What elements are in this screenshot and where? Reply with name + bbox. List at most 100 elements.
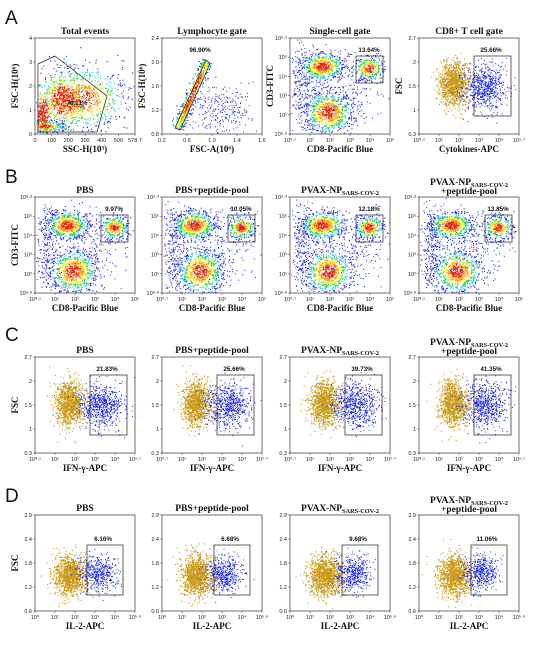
x-axis-label: IL-2-APC bbox=[193, 621, 232, 631]
event-dot bbox=[187, 105, 188, 106]
panel-title-main: CD8+ T cell gate bbox=[435, 27, 503, 37]
event-dot bbox=[186, 109, 187, 110]
event-dot bbox=[205, 68, 206, 69]
x-tick-label: 10¹ bbox=[306, 457, 314, 463]
event-dot bbox=[200, 78, 201, 79]
y-axis-label: FSC bbox=[394, 77, 404, 94]
x-tick-label: 10⁵ bbox=[386, 137, 394, 144]
event-dot bbox=[203, 62, 204, 63]
y-tick-label: 1 bbox=[284, 427, 287, 433]
event-dot bbox=[187, 117, 188, 118]
panel-title-main: PBS bbox=[76, 186, 93, 196]
x-axis-label: CD8-Pacific Blue bbox=[436, 303, 502, 313]
event-dot bbox=[182, 129, 183, 130]
y-tick-label: 10³ bbox=[279, 253, 287, 259]
event-dot bbox=[199, 79, 200, 80]
event-dot bbox=[199, 81, 200, 82]
y-tick-label: 0.6 bbox=[279, 609, 287, 615]
y-axis-label: FSC-H(10⁶) bbox=[137, 64, 147, 109]
event-dot bbox=[191, 100, 192, 101]
event-dot bbox=[173, 118, 174, 119]
panel-title: PBS bbox=[76, 186, 93, 196]
y-tick-label: 10⁵ bbox=[408, 213, 416, 220]
x-tick-label: 10⁰·¹ bbox=[29, 456, 41, 463]
event-dot bbox=[199, 77, 200, 78]
x-tick-label: 10⁰ bbox=[415, 614, 424, 621]
y-axis-label: FSC bbox=[10, 396, 20, 413]
x-tick-label: 10⁵ bbox=[258, 296, 266, 303]
y-tick-label: 2.4 bbox=[151, 36, 159, 42]
event-dot bbox=[201, 76, 202, 77]
y-tick-label: 1.8 bbox=[151, 561, 159, 567]
panel-title: PBS+peptide-pool bbox=[175, 346, 249, 356]
panel-title-main: Lymphocyte gate bbox=[177, 27, 246, 37]
x-tick-label: 1.4 bbox=[233, 138, 241, 144]
y-tick-label: 10⁴ bbox=[279, 232, 288, 239]
x-tick-label: 10⁰·¹ bbox=[156, 296, 168, 303]
event-dot bbox=[192, 97, 193, 98]
event-dot bbox=[185, 111, 186, 112]
event-dot bbox=[203, 70, 204, 71]
event-dot bbox=[179, 109, 180, 110]
row-letter-c: C bbox=[5, 325, 19, 346]
event-dot bbox=[208, 63, 209, 64]
x-axis-label: Cytokines-APC bbox=[439, 144, 499, 154]
y-tick-label: 10² bbox=[279, 113, 287, 119]
event-dot bbox=[194, 95, 195, 96]
event-dot bbox=[202, 59, 203, 60]
gate-percentage: 39.73% bbox=[351, 366, 373, 373]
x-tick-label: 10⁰·¹ bbox=[284, 456, 296, 463]
event-dot bbox=[189, 92, 190, 93]
event-dot bbox=[179, 113, 180, 114]
x-tick-label: 10⁴ bbox=[111, 296, 120, 303]
event-dot bbox=[196, 89, 197, 90]
event-dot bbox=[202, 86, 203, 87]
event-dot bbox=[199, 83, 200, 84]
y-tick-label: 1.6 bbox=[151, 84, 159, 90]
event-dot bbox=[183, 116, 184, 117]
x-tick-label: 10⁴ bbox=[238, 296, 247, 303]
y-tick-label: 10⁵ bbox=[279, 213, 287, 220]
event-dot bbox=[179, 128, 180, 129]
gate-percentage: 9.68% bbox=[349, 536, 367, 543]
event-dot bbox=[184, 111, 185, 112]
flow-panel: PVAX-NPSARS-COV-2+peptide-pool41.35%10⁰·… bbox=[408, 338, 525, 473]
y-tick-label: 10² bbox=[24, 272, 32, 278]
x-axis-label: IFN-γ-APC bbox=[447, 463, 491, 473]
gate-percentage: 10.05% bbox=[230, 206, 252, 213]
x-axis-label: FSC-A(10⁶) bbox=[190, 144, 234, 154]
x-tick-label: 10¹ bbox=[178, 615, 186, 621]
x-tick-label: 10⁴ bbox=[495, 137, 504, 144]
panel-title: PBS bbox=[76, 346, 93, 356]
plot-frame bbox=[162, 357, 262, 453]
y-tick-label: 1.5 bbox=[279, 403, 287, 409]
y-tick-label: 10⁰·⁸ bbox=[147, 290, 159, 297]
x-axis-label: IFN-γ-APC bbox=[190, 463, 234, 473]
x-axis-label: IL-2-APC bbox=[66, 621, 105, 631]
event-dot bbox=[199, 99, 200, 100]
event-dot bbox=[210, 66, 211, 67]
event-dot bbox=[186, 93, 187, 94]
y-tick-label: 2.7 bbox=[279, 355, 287, 361]
event-dot bbox=[183, 130, 184, 131]
x-tick-label: 10⁰·¹ bbox=[284, 137, 296, 144]
event-dot bbox=[199, 66, 200, 67]
event-dot bbox=[180, 122, 181, 123]
event-dot bbox=[191, 89, 192, 90]
gate-percentage: 25.66% bbox=[223, 366, 245, 373]
event-dot bbox=[185, 115, 186, 116]
event-dot bbox=[193, 78, 194, 79]
x-tick-label: 10⁵·⁶ bbox=[513, 614, 526, 621]
y-tick-label: 1.8 bbox=[24, 561, 32, 567]
y-tick-label: 10⁶·³ bbox=[275, 35, 287, 42]
gate-percentage: 70.11% bbox=[66, 100, 87, 107]
